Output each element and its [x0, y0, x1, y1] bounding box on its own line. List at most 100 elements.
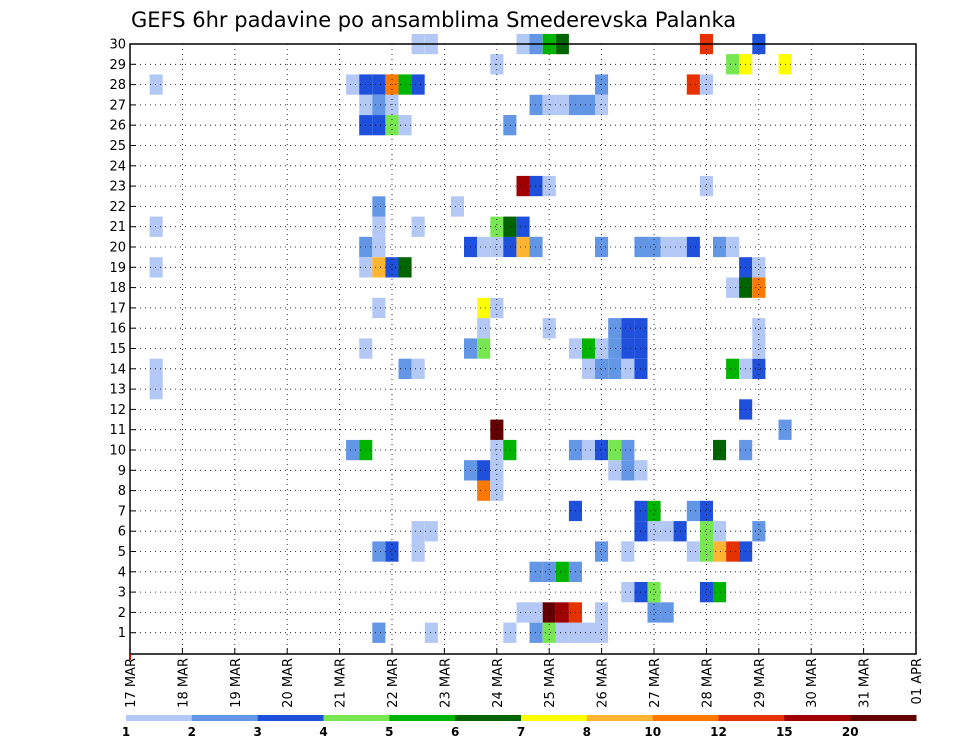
y-tick-label: 16	[109, 322, 126, 337]
cell-member-23-3-27-00Z	[542, 175, 556, 197]
y-tick-label: 11	[109, 423, 126, 438]
x-tick-label: 30 MAR	[805, 658, 820, 708]
cell-member-14-3-28-00Z	[595, 358, 609, 379]
cell-member-14-3-17-12Z	[149, 358, 163, 379]
y-tick-label: 19	[109, 261, 126, 276]
cell-member-2-3-26-18Z	[529, 602, 543, 623]
colorbar-label: 12	[710, 725, 727, 739]
y-tick-label: 1	[118, 626, 126, 641]
colorbar-label: 3	[254, 725, 262, 739]
cell-member-20-3-29-18Z	[686, 236, 700, 258]
cell-member-21-3-26-12Z	[516, 216, 530, 237]
cell-member-19-3-31-00Z	[752, 257, 766, 278]
y-tick-label: 29	[109, 58, 126, 73]
colorbar-segment	[850, 715, 917, 721]
y-tick-label: 18	[109, 281, 126, 296]
y-tick-label: 2	[118, 606, 126, 621]
cell-member-3-3-30-00Z	[699, 582, 713, 603]
cell-member-20-3-29-06Z	[660, 236, 674, 258]
cell-member-10-3-28-00Z	[595, 439, 609, 461]
y-tick-label: 4	[118, 565, 126, 580]
colorbar-segment	[323, 715, 390, 721]
cell-member-21-3-17-12Z	[149, 216, 163, 237]
cell-member-15-3-28-12Z	[621, 338, 635, 359]
x-tick-label: 28 MAR	[700, 658, 715, 708]
cell-member-20-3-28-00Z	[595, 236, 609, 258]
cell-member-10-3-26-00Z	[490, 439, 504, 461]
cell-member-1-3-27-00Z	[542, 622, 556, 643]
cell-member-7-3-29-18Z	[686, 500, 700, 522]
cell-member-1-3-27-18Z	[582, 622, 596, 643]
cell-member-6-3-29-06Z	[660, 521, 674, 542]
colorbar-label: 2	[188, 725, 196, 739]
cell-member-14-3-28-12Z	[621, 358, 635, 379]
cell-member-10-3-28-12Z	[621, 439, 635, 461]
cell-member-5-3-30-12Z	[726, 541, 740, 562]
cell-member-4-3-26-18Z	[529, 561, 543, 582]
x-tick-label: 22 MAR	[386, 658, 401, 708]
colorbar-label: 20	[842, 725, 859, 739]
y-tick-label: 13	[109, 383, 126, 398]
cell-member-23-3-26-18Z	[529, 175, 543, 197]
x-tick-label: 21 MAR	[334, 658, 349, 708]
y-tick-label: 14	[109, 362, 126, 377]
cell-member-2-3-26-12Z	[516, 602, 530, 623]
cell-member-15-3-28-06Z	[608, 338, 622, 359]
cell-member-23-3-26-12Z	[516, 175, 530, 197]
colorbar-segment	[126, 715, 193, 721]
y-tick-label: 9	[118, 464, 126, 479]
y-tick-label: 17	[109, 301, 126, 316]
y-tick-label: 26	[109, 119, 126, 134]
cell-member-2-3-29-06Z	[660, 602, 674, 623]
cell-member-10-3-26-06Z	[503, 439, 517, 461]
colorbar-label: 10	[644, 725, 661, 739]
cell-member-9-3-28-12Z	[621, 460, 635, 481]
cell-member-22-3-23-12Z	[372, 196, 386, 217]
colorbar: 1 2 3 4 5 6 7 8 10 12 15 20	[122, 715, 917, 739]
cell-member-20-3-30-06Z	[713, 236, 727, 258]
cell-member-14-3-24-06Z	[411, 358, 425, 379]
cell-member-9-3-26-00Z	[490, 460, 504, 481]
cell-member-9-3-28-06Z	[608, 460, 622, 481]
cell-member-7-3-30-00Z	[699, 500, 713, 522]
y-tick-label: 23	[109, 180, 126, 195]
cell-member-16-3-31-00Z	[752, 318, 766, 339]
colorbar-label: 6	[451, 725, 459, 739]
grid-lines	[130, 43, 916, 654]
x-tick-label: 20 MAR	[281, 658, 296, 708]
cell-member-2-3-28-00Z	[595, 602, 609, 623]
y-tick-label: 15	[109, 342, 126, 357]
colorbar-segment	[586, 715, 654, 721]
cell-member-9-3-25-18Z	[477, 460, 491, 481]
cell-member-6-3-31-00Z	[752, 521, 766, 542]
y-tick-label: 28	[109, 78, 126, 93]
cell-member-20-3-25-18Z	[477, 236, 491, 258]
cell-member-5-3-30-00Z	[699, 541, 713, 562]
cell-member-5-3-30-06Z	[713, 541, 727, 562]
heatmap-cells	[149, 33, 792, 643]
cell-member-3-3-30-06Z	[713, 582, 727, 603]
cell-member-1-3-28-00Z	[595, 622, 609, 643]
cell-member-16-3-27-00Z	[542, 318, 556, 339]
colorbar-label: 1	[122, 725, 130, 739]
x-tick-label: 17 MAR	[124, 658, 139, 708]
colorbar-segment	[718, 715, 785, 721]
cell-member-6-3-24-12Z	[424, 521, 438, 542]
cell-member-27-3-26-18Z	[529, 94, 543, 116]
plot-frame	[129, 43, 917, 655]
cell-member-5-3-23-18Z	[385, 541, 399, 562]
cell-member-4-3-27-00Z	[542, 561, 556, 582]
y-tick-label: 25	[109, 139, 126, 154]
cell-member-15-3-25-18Z	[477, 338, 491, 359]
cell-member-10-3-23-00Z	[346, 439, 360, 461]
cell-member-28-3-23-00Z	[346, 74, 360, 95]
cell-member-21-3-23-12Z	[372, 216, 386, 237]
cell-member-3-3-28-12Z	[621, 582, 635, 603]
cell-member-28-3-24-06Z	[411, 74, 425, 95]
cell-member-29-3-30-12Z	[726, 54, 740, 75]
cell-member-20-3-26-18Z	[529, 236, 543, 258]
colorbar-segment	[521, 715, 588, 721]
cell-member-14-3-28-06Z	[608, 358, 622, 379]
y-axis: 1234567891011121314151617181920212223242…	[109, 38, 136, 641]
